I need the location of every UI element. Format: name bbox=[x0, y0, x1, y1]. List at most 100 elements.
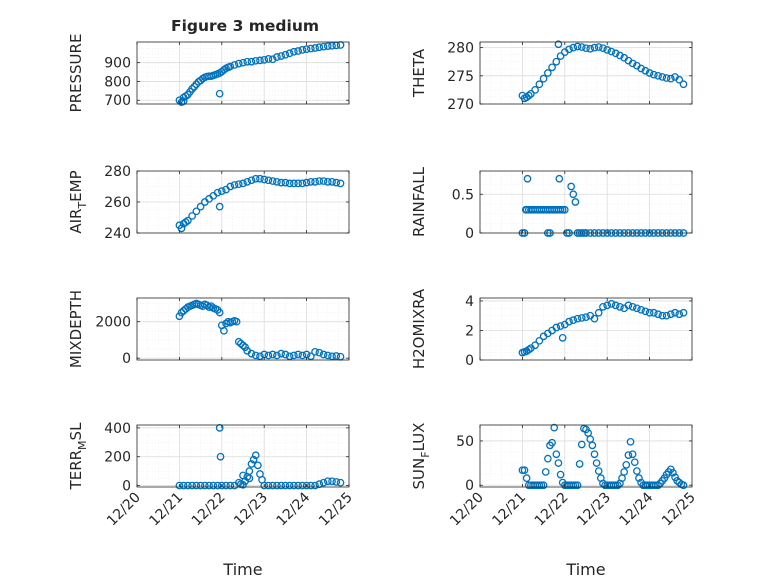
data-point bbox=[539, 74, 548, 83]
data-point bbox=[556, 470, 565, 479]
data-point bbox=[628, 450, 637, 459]
data-point bbox=[332, 352, 341, 360]
y-axis-label: RAINFALL bbox=[410, 166, 428, 237]
data-point bbox=[315, 348, 324, 357]
axes-frame bbox=[479, 297, 693, 361]
y-tick-label: 0 bbox=[465, 353, 474, 369]
data-point bbox=[628, 59, 637, 68]
data-point bbox=[590, 314, 599, 323]
axes-frame bbox=[479, 41, 693, 105]
data-point bbox=[654, 71, 662, 80]
axes-frame bbox=[136, 297, 350, 361]
data-point bbox=[232, 317, 241, 326]
data-point bbox=[177, 224, 186, 233]
data-point bbox=[264, 481, 273, 490]
data-point bbox=[306, 481, 315, 490]
data-point bbox=[323, 477, 332, 486]
y-tick-label: 240 bbox=[104, 226, 131, 242]
y-axis-label-part: SUN bbox=[410, 458, 428, 490]
data-point bbox=[599, 303, 607, 311]
y-tick-label: 0 bbox=[122, 351, 131, 367]
data-point bbox=[290, 179, 298, 188]
subplot-2: 270 275 280 THETA bbox=[410, 40, 693, 113]
y-axis-label-part: EMP bbox=[67, 170, 85, 201]
data-point bbox=[552, 450, 561, 459]
data-point bbox=[649, 308, 658, 317]
data-point bbox=[622, 461, 631, 469]
data-point bbox=[560, 205, 569, 214]
data-point bbox=[302, 481, 311, 490]
data-point bbox=[565, 317, 573, 326]
data-point bbox=[522, 474, 531, 482]
data-point bbox=[217, 481, 226, 490]
data-point bbox=[552, 57, 561, 66]
data-point bbox=[637, 305, 645, 314]
data-point bbox=[311, 44, 319, 52]
data-point bbox=[520, 466, 529, 475]
data-point bbox=[188, 212, 196, 220]
data-point bbox=[175, 481, 184, 490]
data-point bbox=[217, 187, 226, 195]
data-point bbox=[607, 300, 616, 308]
data-point bbox=[569, 190, 578, 199]
data-point bbox=[234, 180, 243, 189]
data-point bbox=[319, 177, 328, 185]
y-tick-label: 200 bbox=[104, 450, 131, 466]
data-point bbox=[298, 46, 307, 54]
y-tick-label: 800 bbox=[104, 74, 131, 90]
data-point bbox=[332, 178, 341, 187]
data-point bbox=[637, 64, 645, 73]
data-point bbox=[590, 450, 599, 459]
data-point bbox=[624, 301, 633, 310]
data-point bbox=[582, 44, 590, 53]
data-point bbox=[645, 308, 654, 317]
data-point bbox=[594, 43, 603, 51]
data-point bbox=[679, 80, 688, 89]
x-axis-label: Time bbox=[565, 560, 605, 579]
data-point bbox=[679, 308, 688, 317]
data-point bbox=[226, 481, 235, 490]
data-point bbox=[294, 47, 302, 55]
data-point bbox=[555, 174, 564, 183]
data-point bbox=[285, 481, 294, 490]
y-tick-label: 4 bbox=[465, 294, 474, 310]
data-point bbox=[268, 177, 277, 185]
data-point bbox=[294, 179, 302, 188]
data-point bbox=[247, 57, 256, 66]
y-axis-label: PRESSURE bbox=[67, 34, 85, 113]
data-point bbox=[645, 69, 654, 77]
data-point bbox=[541, 468, 550, 476]
y-tick-label: 260 bbox=[104, 195, 131, 211]
data-point bbox=[256, 352, 264, 361]
axes-frame bbox=[136, 41, 350, 105]
data-point bbox=[590, 43, 599, 52]
data-point bbox=[328, 178, 336, 186]
data-point bbox=[641, 307, 650, 316]
data-point bbox=[315, 43, 324, 52]
data-series bbox=[518, 423, 688, 490]
data-point bbox=[543, 69, 552, 77]
data-point bbox=[215, 202, 224, 211]
data-point bbox=[260, 175, 269, 184]
data-point bbox=[256, 56, 264, 65]
data-point bbox=[662, 311, 671, 320]
data-point bbox=[527, 90, 535, 98]
y-axis-label: H2OMIXRA bbox=[410, 288, 428, 369]
y-tick-label: 270 bbox=[447, 97, 474, 113]
y-axis-label-part: LUX bbox=[410, 423, 428, 452]
data-point bbox=[575, 460, 584, 468]
data-point bbox=[179, 481, 188, 490]
data-point bbox=[247, 176, 256, 185]
data-series bbox=[175, 424, 345, 490]
data-point bbox=[181, 218, 190, 226]
data-point bbox=[567, 182, 576, 191]
data-point bbox=[213, 481, 222, 490]
data-point bbox=[548, 438, 556, 447]
data-point bbox=[249, 455, 258, 464]
data-point bbox=[306, 44, 315, 53]
data-point bbox=[215, 308, 224, 317]
data-point bbox=[230, 61, 239, 69]
data-point bbox=[524, 91, 533, 100]
data-point bbox=[243, 178, 252, 186]
data-point bbox=[277, 481, 286, 490]
